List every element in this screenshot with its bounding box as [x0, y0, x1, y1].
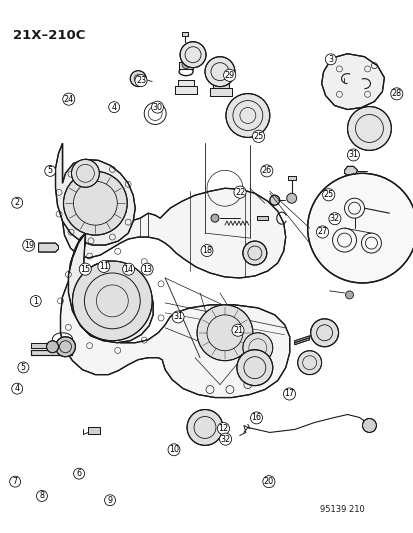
Text: 2: 2: [14, 198, 20, 207]
Circle shape: [225, 94, 269, 138]
Text: 11: 11: [99, 262, 109, 271]
Text: 22: 22: [234, 188, 244, 197]
Text: 17: 17: [284, 390, 294, 399]
Text: 25: 25: [323, 190, 333, 199]
Text: 29: 29: [224, 71, 234, 80]
Circle shape: [242, 241, 266, 265]
Circle shape: [71, 159, 99, 187]
Text: 6: 6: [76, 469, 81, 478]
Text: 16: 16: [251, 414, 261, 422]
Text: 18: 18: [202, 246, 211, 255]
Polygon shape: [256, 216, 267, 220]
Circle shape: [310, 319, 338, 347]
Text: 15: 15: [80, 265, 90, 273]
Text: 25: 25: [253, 132, 263, 141]
Circle shape: [204, 56, 234, 86]
Polygon shape: [31, 350, 72, 354]
Circle shape: [286, 193, 296, 203]
Text: 4: 4: [15, 384, 20, 393]
Text: 21: 21: [233, 326, 242, 335]
Text: 13: 13: [142, 265, 152, 273]
Text: 1: 1: [33, 296, 38, 305]
Text: 7: 7: [12, 477, 18, 486]
Circle shape: [55, 337, 75, 357]
Text: 31: 31: [348, 150, 358, 159]
Polygon shape: [287, 176, 295, 180]
Polygon shape: [212, 82, 228, 87]
Text: 8: 8: [39, 491, 44, 500]
Text: 4: 4: [112, 103, 116, 111]
Text: 10: 10: [169, 445, 178, 454]
Circle shape: [63, 171, 127, 235]
Circle shape: [236, 350, 272, 385]
Text: 23: 23: [135, 76, 146, 85]
Circle shape: [197, 305, 252, 361]
Polygon shape: [55, 143, 135, 245]
Text: 9: 9: [107, 496, 112, 505]
Text: 5: 5: [21, 363, 26, 372]
Circle shape: [72, 261, 152, 341]
Text: 20: 20: [263, 477, 273, 486]
Text: 14: 14: [123, 265, 133, 273]
Circle shape: [46, 341, 58, 353]
Polygon shape: [31, 343, 60, 348]
Polygon shape: [175, 86, 197, 94]
Text: 31: 31: [173, 312, 183, 321]
Text: 95139 210: 95139 210: [319, 505, 363, 514]
Polygon shape: [60, 143, 285, 278]
Polygon shape: [179, 62, 192, 69]
Polygon shape: [294, 336, 309, 345]
Text: 21X–210C: 21X–210C: [13, 29, 85, 42]
Circle shape: [307, 173, 413, 283]
Polygon shape: [321, 54, 384, 109]
Text: 32: 32: [220, 434, 230, 443]
Circle shape: [187, 409, 223, 446]
Circle shape: [211, 214, 218, 222]
Polygon shape: [209, 87, 231, 95]
Text: 30: 30: [152, 103, 162, 111]
Circle shape: [297, 351, 321, 375]
Text: 12: 12: [218, 424, 228, 433]
Text: 26: 26: [261, 166, 271, 175]
Circle shape: [269, 195, 279, 205]
Circle shape: [182, 61, 190, 69]
Circle shape: [347, 107, 390, 150]
Text: 24: 24: [64, 95, 74, 103]
Polygon shape: [38, 243, 58, 252]
Circle shape: [242, 333, 272, 362]
Text: 3: 3: [328, 55, 332, 64]
Circle shape: [180, 42, 206, 68]
Polygon shape: [344, 166, 357, 176]
Circle shape: [362, 418, 375, 432]
Text: 5: 5: [47, 166, 52, 175]
Polygon shape: [178, 79, 194, 86]
Text: 19: 19: [24, 241, 34, 250]
Polygon shape: [182, 32, 188, 36]
Circle shape: [130, 71, 146, 86]
Polygon shape: [60, 233, 289, 398]
Text: 27: 27: [317, 228, 327, 237]
Circle shape: [345, 291, 353, 299]
Text: 32: 32: [329, 214, 339, 223]
Polygon shape: [88, 427, 100, 434]
Text: 28: 28: [391, 90, 401, 99]
Polygon shape: [68, 233, 153, 343]
